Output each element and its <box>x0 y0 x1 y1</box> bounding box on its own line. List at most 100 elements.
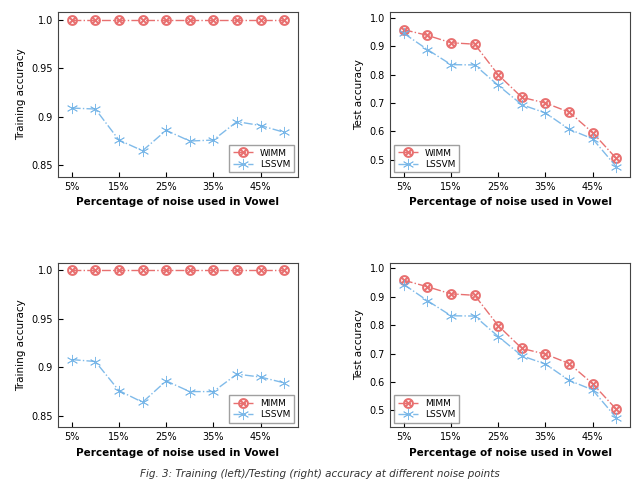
Line: LSSVM: LSSVM <box>66 102 290 156</box>
MIMM <box>92 268 99 273</box>
LSSVM <box>518 353 525 359</box>
WIMM <box>589 129 596 135</box>
MIMM <box>186 268 193 273</box>
WIMM <box>68 17 76 23</box>
LSSVM <box>68 105 76 111</box>
MIMM <box>612 406 620 412</box>
MIMM <box>589 381 596 386</box>
MIMM <box>424 284 431 290</box>
LSSVM <box>209 137 217 143</box>
LSSVM <box>233 119 241 125</box>
LSSVM <box>257 374 264 380</box>
WIMM <box>495 72 502 78</box>
LSSVM <box>495 83 502 88</box>
MIMM <box>68 268 76 273</box>
LSSVM <box>471 62 479 68</box>
LSSVM <box>186 389 193 395</box>
MIMM <box>471 292 479 298</box>
LSSVM <box>541 110 549 116</box>
LSSVM <box>565 377 573 383</box>
WIMM <box>541 100 549 106</box>
X-axis label: Percentage of noise used in Vowel: Percentage of noise used in Vowel <box>408 448 612 458</box>
Y-axis label: Training accuracy: Training accuracy <box>16 299 26 391</box>
LSSVM <box>115 137 123 143</box>
LSSVM <box>92 106 99 112</box>
LSSVM <box>139 148 147 154</box>
LSSVM <box>400 282 408 287</box>
LSSVM <box>186 138 193 144</box>
LSSVM <box>233 371 241 377</box>
LSSVM <box>565 126 573 132</box>
MIMM <box>257 268 264 273</box>
WIMM <box>518 95 525 100</box>
WIMM <box>280 17 288 23</box>
Legend: WIMM, LSSVM: WIMM, LSSVM <box>229 145 294 172</box>
X-axis label: Percentage of noise used in Vowel: Percentage of noise used in Vowel <box>76 448 280 458</box>
MIMM <box>495 323 502 328</box>
MIMM <box>518 345 525 351</box>
LSSVM <box>518 102 525 108</box>
WIMM <box>612 156 620 161</box>
Y-axis label: Training accuracy: Training accuracy <box>16 49 26 141</box>
MIMM <box>541 351 549 357</box>
WIMM <box>400 27 408 32</box>
WIMM <box>424 32 431 38</box>
X-axis label: Percentage of noise used in Vowel: Percentage of noise used in Vowel <box>408 198 612 207</box>
Line: LSSVM: LSSVM <box>398 279 622 423</box>
MIMM <box>209 268 217 273</box>
WIMM <box>233 17 241 23</box>
WIMM <box>92 17 99 23</box>
WIMM <box>115 17 123 23</box>
Line: MIMM: MIMM <box>67 266 289 275</box>
Legend: WIMM, LSSVM: WIMM, LSSVM <box>394 145 459 172</box>
Line: LSSVM: LSSVM <box>398 28 622 172</box>
Legend: MIMM, LSSVM: MIMM, LSSVM <box>394 396 459 423</box>
WIMM <box>257 17 264 23</box>
MIMM <box>163 268 170 273</box>
Line: WIMM: WIMM <box>67 15 289 25</box>
MIMM <box>565 361 573 367</box>
LSSVM <box>163 128 170 133</box>
LSSVM <box>424 298 431 304</box>
WIMM <box>209 17 217 23</box>
LSSVM <box>139 399 147 405</box>
LSSVM <box>92 358 99 364</box>
LSSVM <box>612 164 620 170</box>
LSSVM <box>612 415 620 421</box>
Line: WIMM: WIMM <box>399 25 621 163</box>
MIMM <box>139 268 147 273</box>
Legend: MIMM, LSSVM: MIMM, LSSVM <box>229 396 294 423</box>
LSSVM <box>280 129 288 135</box>
MIMM <box>447 291 455 297</box>
LSSVM <box>495 334 502 340</box>
LSSVM <box>209 389 217 395</box>
WIMM <box>565 109 573 115</box>
Text: Fig. 3: Training (left)/Testing (right) accuracy at different noise points: Fig. 3: Training (left)/Testing (right) … <box>140 469 500 479</box>
LSSVM <box>68 356 76 362</box>
LSSVM <box>280 380 288 386</box>
WIMM <box>471 41 479 47</box>
LSSVM <box>589 136 596 142</box>
MIMM <box>233 268 241 273</box>
WIMM <box>447 40 455 46</box>
LSSVM <box>257 123 264 128</box>
LSSVM <box>163 378 170 384</box>
MIMM <box>280 268 288 273</box>
LSSVM <box>541 361 549 367</box>
WIMM <box>186 17 193 23</box>
LSSVM <box>447 313 455 319</box>
WIMM <box>163 17 170 23</box>
MIMM <box>400 277 408 283</box>
X-axis label: Percentage of noise used in Vowel: Percentage of noise used in Vowel <box>76 198 280 207</box>
LSSVM <box>400 30 408 36</box>
Y-axis label: Test accuracy: Test accuracy <box>354 59 364 130</box>
LSSVM <box>115 388 123 394</box>
Line: MIMM: MIMM <box>399 275 621 414</box>
Y-axis label: Test accuracy: Test accuracy <box>354 310 364 381</box>
MIMM <box>115 268 123 273</box>
LSSVM <box>589 387 596 393</box>
Line: LSSVM: LSSVM <box>66 354 290 408</box>
LSSVM <box>447 62 455 68</box>
LSSVM <box>471 313 479 319</box>
LSSVM <box>424 47 431 53</box>
